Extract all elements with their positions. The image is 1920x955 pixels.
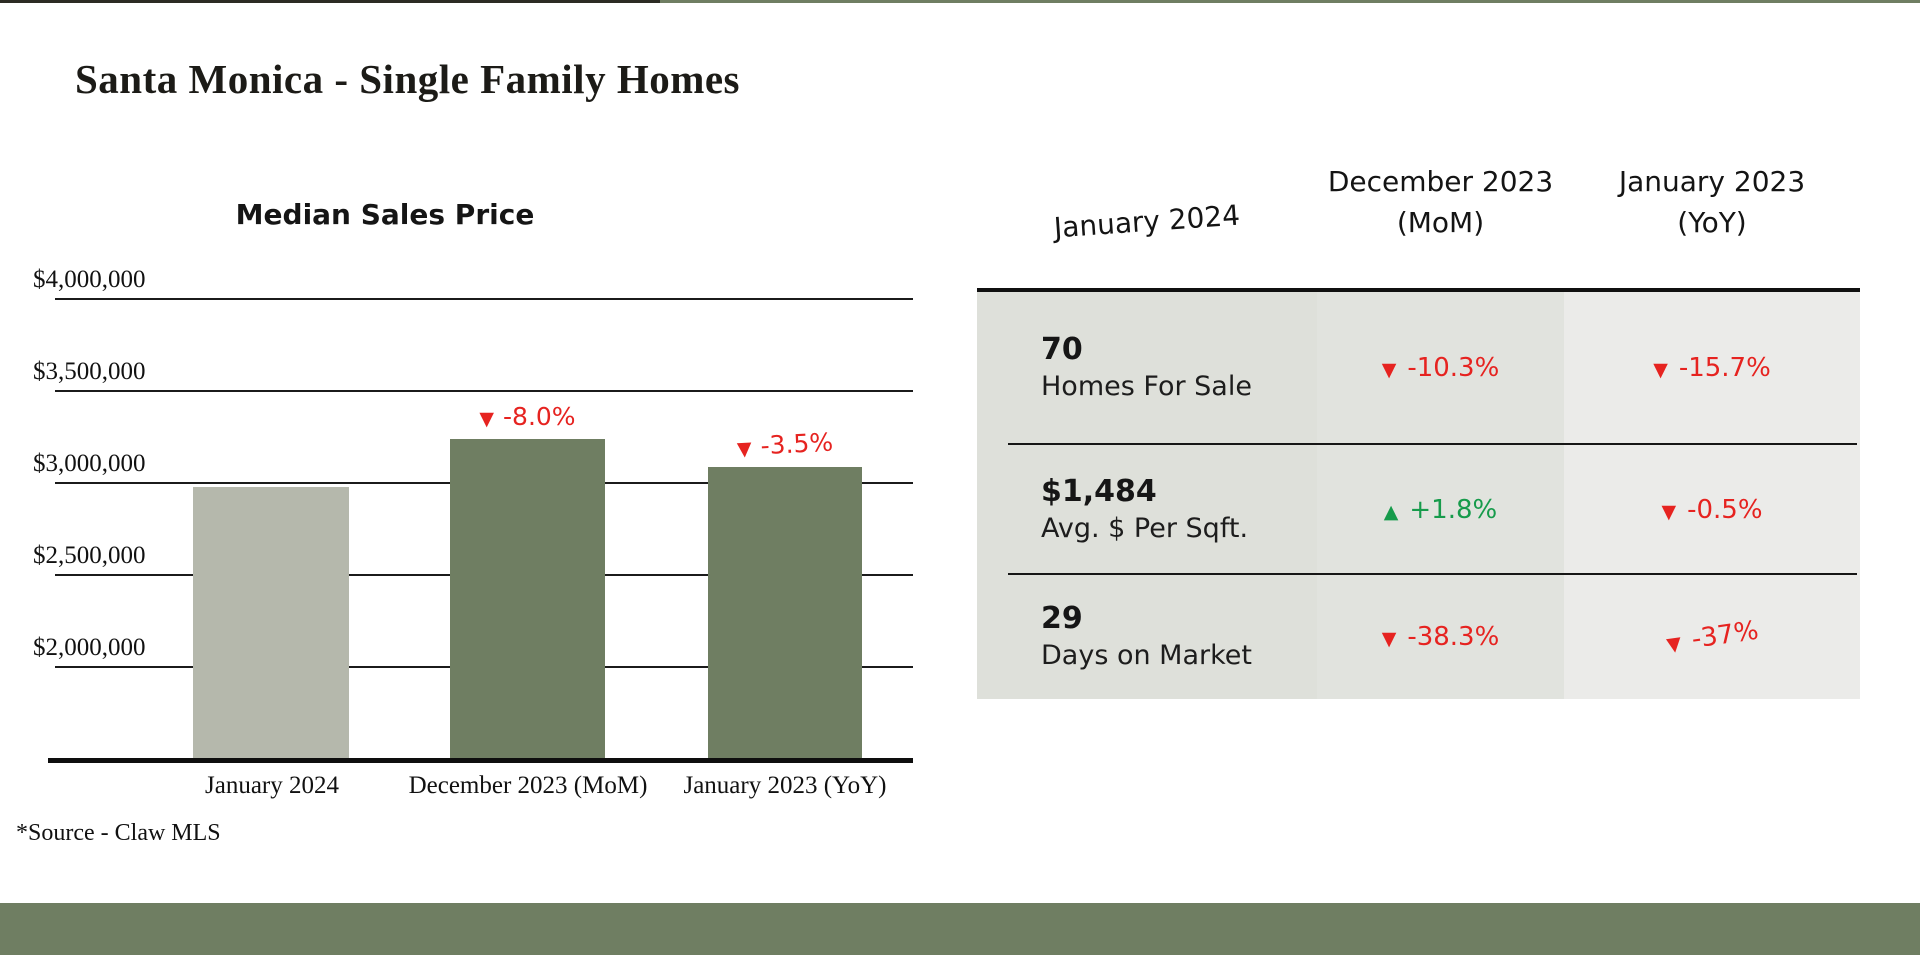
y-axis-tick-label: $4,000,000 bbox=[33, 266, 146, 293]
bar-january-2023 bbox=[708, 467, 862, 760]
metric-cell: 29 Days on Market bbox=[977, 575, 1317, 699]
x-axis-label: January 2024 bbox=[205, 772, 339, 799]
table-header-january-2023-yoy: January 2023 (YoY) bbox=[1564, 162, 1860, 243]
down-arrow-icon: ▼ bbox=[736, 437, 753, 461]
table-header-line1: January 2024 bbox=[1052, 198, 1242, 245]
metric-label: Days on Market bbox=[1041, 640, 1252, 672]
table-header-line2: (MoM) bbox=[1396, 205, 1485, 239]
gridline: $3,500,000 bbox=[0, 358, 960, 392]
metric-value: 29 bbox=[1041, 601, 1083, 637]
top-border-green bbox=[660, 0, 1920, 3]
down-arrow-icon: ▼ bbox=[1664, 632, 1683, 657]
y-axis-tick-label: $2,500,000 bbox=[33, 542, 146, 569]
mom-change-text: -10.3% bbox=[1407, 353, 1500, 383]
top-border-dark bbox=[0, 0, 660, 3]
bar-january-2024 bbox=[193, 487, 349, 760]
bar-annotation-text: -8.0% bbox=[503, 402, 576, 431]
mom-change-text: -38.3% bbox=[1407, 622, 1500, 652]
yoy-change-text: -0.5% bbox=[1687, 494, 1763, 525]
gridline-rule bbox=[55, 298, 913, 300]
source-note: *Source - Claw MLS bbox=[16, 820, 221, 846]
table-row-days-on-market: 29 Days on Market ▼ -38.3% ▼ -37% bbox=[977, 575, 1860, 699]
x-axis-label: January 2023 (YoY) bbox=[683, 772, 887, 799]
bar-annotation-text: -3.5% bbox=[759, 427, 834, 461]
down-arrow-icon: ▼ bbox=[1661, 500, 1677, 523]
metric-value: 70 bbox=[1041, 332, 1083, 368]
yoy-change-cell: ▼ -15.7% bbox=[1564, 292, 1860, 444]
bar-annotation-yoy: ▼ -3.5% bbox=[694, 425, 875, 463]
bar-december-2023 bbox=[450, 439, 605, 760]
yoy-change-cell: ▼ -0.5% bbox=[1564, 444, 1860, 575]
metric-label: Avg. $ Per Sqft. bbox=[1041, 512, 1249, 544]
mom-change: ▲ +1.8% bbox=[1384, 495, 1497, 525]
page-title: Santa Monica - Single Family Homes bbox=[75, 56, 741, 102]
table-header-line1: January 2023 bbox=[1618, 165, 1806, 198]
mom-change-cell: ▼ -10.3% bbox=[1317, 292, 1564, 444]
table-header-rule bbox=[977, 288, 1860, 292]
yoy-change-text: -37% bbox=[1689, 615, 1761, 655]
table-header-december-2023-mom: December 2023 (MoM) bbox=[1317, 162, 1564, 243]
gridline: $4,000,000 bbox=[0, 266, 960, 300]
y-axis-tick-label: $2,000,000 bbox=[33, 634, 146, 661]
down-arrow-icon: ▼ bbox=[1381, 359, 1397, 381]
yoy-change: ▼ -15.7% bbox=[1653, 353, 1771, 383]
metric-label: Homes For Sale bbox=[1041, 371, 1252, 403]
yoy-change: ▼ -37% bbox=[1664, 616, 1760, 659]
mom-change-text: +1.8% bbox=[1409, 494, 1498, 525]
down-arrow-icon: ▼ bbox=[1381, 628, 1397, 650]
table-row-separator bbox=[1008, 573, 1857, 575]
table-row-avg-price-per-sqft: $1,484 Avg. $ Per Sqft. ▲ +1.8% ▼ -0.5% bbox=[977, 444, 1860, 575]
x-axis-line bbox=[48, 758, 913, 763]
metric-cell: 70 Homes For Sale bbox=[977, 292, 1317, 444]
table-header-january-2024: January 2024 bbox=[976, 190, 1318, 254]
mom-change-cell: ▼ -38.3% bbox=[1317, 575, 1564, 699]
bar-annotation-mom: ▼ -8.0% bbox=[438, 402, 618, 431]
footer-bar bbox=[0, 903, 1920, 955]
mom-change-cell: ▲ +1.8% bbox=[1317, 444, 1564, 575]
y-axis-tick-label: $3,000,000 bbox=[33, 450, 146, 477]
down-arrow-icon: ▼ bbox=[479, 408, 495, 430]
down-arrow-icon: ▼ bbox=[1653, 359, 1668, 381]
metric-value: $1,484 bbox=[1041, 473, 1157, 509]
yoy-change-cell: ▼ -37% bbox=[1564, 575, 1860, 699]
mom-change: ▼ -38.3% bbox=[1382, 622, 1500, 652]
table-header-line2: (YoY) bbox=[1677, 205, 1747, 239]
chart-title: Median Sales Price bbox=[235, 198, 535, 231]
metric-cell: $1,484 Avg. $ Per Sqft. bbox=[977, 444, 1317, 575]
table-header-line1: December 2023 bbox=[1327, 165, 1554, 198]
yoy-change: ▼ -0.5% bbox=[1661, 495, 1762, 525]
gridline-rule bbox=[55, 390, 913, 392]
yoy-change-text: -15.7% bbox=[1678, 353, 1771, 383]
up-arrow-icon: ▲ bbox=[1383, 500, 1399, 523]
y-axis-tick-label: $3,500,000 bbox=[33, 358, 146, 385]
x-axis-label: December 2023 (MoM) bbox=[408, 772, 648, 799]
mom-change: ▼ -10.3% bbox=[1382, 353, 1500, 383]
table-row-separator bbox=[1008, 443, 1857, 445]
table-row-homes-for-sale: 70 Homes For Sale ▼ -10.3% ▼ -15.7% bbox=[977, 292, 1860, 444]
